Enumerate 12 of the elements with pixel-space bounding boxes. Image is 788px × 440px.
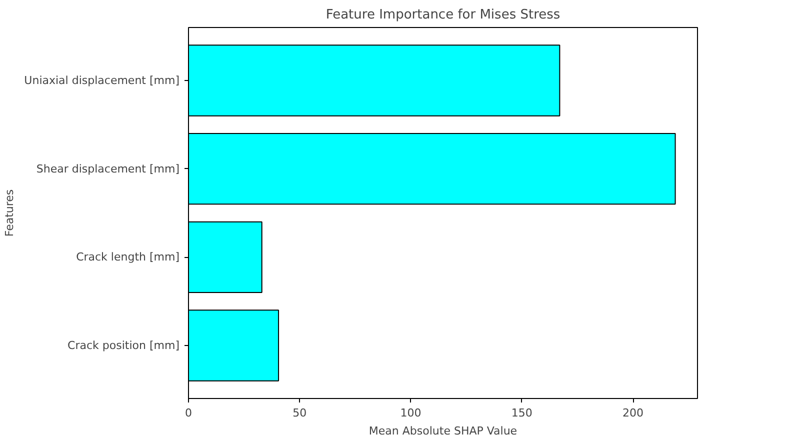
chart-title: Feature Importance for Mises Stress xyxy=(326,8,560,22)
x-axis-title: Mean Absolute SHAP Value xyxy=(368,424,518,438)
x-tick-label: 0 xyxy=(185,406,192,420)
y-tick-label: Crack length [mm] xyxy=(76,250,180,264)
y-tick-label: Shear displacement [mm] xyxy=(36,162,180,176)
y-axis-title: Features xyxy=(3,189,16,237)
y-tick-label: Uniaxial displacement [mm] xyxy=(24,74,180,87)
x-tick-label: 150 xyxy=(511,406,532,420)
y-tick-label: Crack position [mm] xyxy=(68,339,180,352)
x-tick-label: 200 xyxy=(622,406,644,420)
x-tick-label: 50 xyxy=(292,406,307,420)
x-tick-label: 100 xyxy=(400,406,422,420)
